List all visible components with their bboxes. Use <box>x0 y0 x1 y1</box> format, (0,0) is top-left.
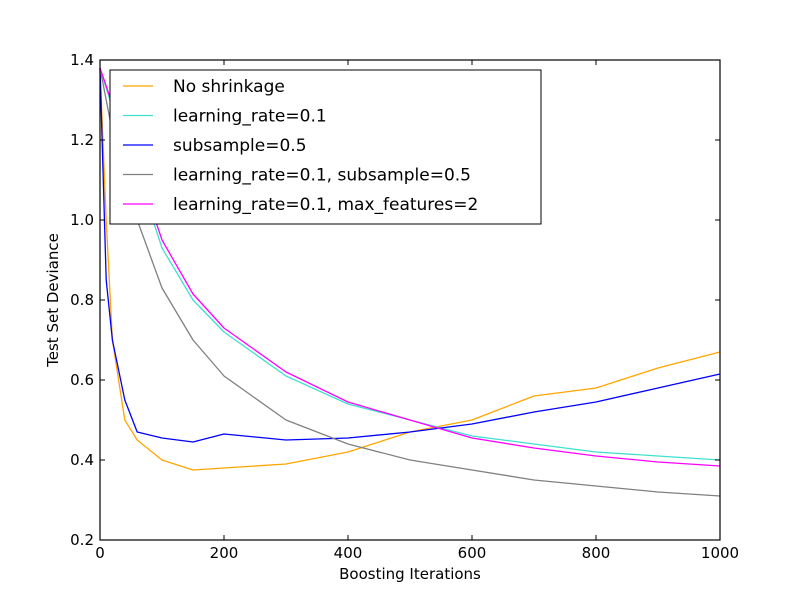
y-tick-label: 0.6 <box>70 371 94 389</box>
series-line-0 <box>99 67 721 471</box>
x-tick-label: 200 <box>210 544 239 562</box>
legend-label-3: learning_rate=0.1, subsample=0.5 <box>173 166 471 186</box>
y-tick-label: 1.0 <box>70 211 94 229</box>
legend-label-2: subsample=0.5 <box>173 136 307 156</box>
x-tick-label: 800 <box>582 544 611 562</box>
x-tick-label: 400 <box>334 544 363 562</box>
series-line-2 <box>99 67 721 443</box>
x-axis-ticks: 0 200 400 600 800 1000 <box>95 60 739 562</box>
x-tick-label: 600 <box>458 544 487 562</box>
legend-label-4: learning_rate=0.1, max_features=2 <box>173 195 478 215</box>
y-axis-ticks: 0.2 0.4 0.6 0.8 1.0 1.2 1.4 <box>70 51 720 549</box>
y-tick-label: 1.2 <box>70 131 94 149</box>
y-tick-label: 1.4 <box>70 51 94 69</box>
legend-label-0: No shrinkage <box>173 77 285 97</box>
legend-box <box>109 69 542 225</box>
x-axis-label: Boosting Iterations <box>339 565 481 583</box>
x-tick-label: 0 <box>95 544 105 562</box>
y-axis-label: Test Set Deviance <box>44 233 62 368</box>
legend-label-1: learning_rate=0.1 <box>173 107 327 127</box>
y-tick-label: 0.8 <box>70 291 94 309</box>
y-tick-label: 0.4 <box>70 451 94 469</box>
x-tick-label: 1000 <box>701 544 739 562</box>
y-tick-label: 0.2 <box>70 531 94 549</box>
legend: No shrinkage learning_rate=0.1 subsample=0… <box>109 69 542 225</box>
